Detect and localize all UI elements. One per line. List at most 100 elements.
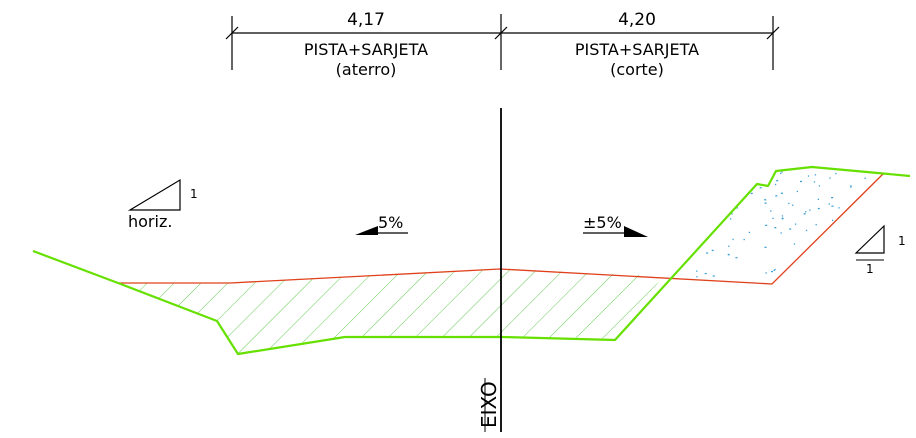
speckle-dot bbox=[705, 211, 708, 214]
scale-triangle-right: 1 1 bbox=[854, 224, 906, 276]
speckle-dot bbox=[696, 167, 699, 169]
speckle-dot bbox=[743, 238, 745, 241]
speckle-dot bbox=[772, 217, 774, 219]
speckle-dot bbox=[827, 241, 829, 243]
speckle-dot bbox=[697, 184, 699, 186]
speckle-dot bbox=[841, 274, 843, 277]
speckle-dot bbox=[765, 272, 767, 274]
slope-right-label: ±5% bbox=[583, 213, 622, 232]
speckle-dot bbox=[680, 223, 682, 225]
speckle-dot bbox=[738, 165, 739, 166]
speckle-dot bbox=[698, 201, 700, 203]
speckle-dot bbox=[774, 268, 776, 271]
speckle-dot bbox=[735, 257, 738, 259]
speckle-dot bbox=[805, 229, 808, 232]
scale-right-vertical-label: 1 bbox=[898, 234, 906, 248]
speckle-dot bbox=[792, 204, 794, 206]
speckle-dot bbox=[759, 187, 762, 189]
speckle-dot bbox=[696, 276, 698, 278]
speckle-dot bbox=[789, 228, 792, 230]
speckle-dot bbox=[809, 209, 811, 211]
speckle-dot bbox=[764, 202, 767, 204]
speckle-dot bbox=[730, 218, 732, 220]
speckle-dot bbox=[793, 243, 796, 245]
speckle-dot bbox=[796, 274, 799, 276]
speckle-dot bbox=[877, 238, 879, 240]
speckle-dot bbox=[850, 266, 852, 268]
speckle-dot bbox=[780, 232, 782, 234]
speckle-dot bbox=[817, 198, 819, 200]
speckle-dot bbox=[850, 185, 852, 187]
speckle-dot bbox=[831, 205, 834, 207]
speckle-dot bbox=[819, 249, 821, 252]
speckle-dot bbox=[764, 246, 767, 248]
speckle-dot bbox=[765, 224, 768, 226]
speckle-dot bbox=[781, 215, 784, 217]
speckle-dot bbox=[814, 174, 817, 176]
speckle-dot bbox=[712, 275, 715, 277]
speckle-dot bbox=[835, 173, 837, 175]
speckle-dot bbox=[764, 199, 767, 201]
speckle-dot bbox=[815, 269, 817, 271]
speckle-dot bbox=[714, 165, 716, 166]
speckle-dot bbox=[842, 249, 844, 252]
speckle-dot bbox=[884, 267, 886, 268]
dimension-right-value: 4,20 bbox=[618, 10, 656, 30]
speckle-dot bbox=[708, 184, 710, 187]
speckle-dot bbox=[691, 195, 693, 198]
speckle-dot bbox=[774, 227, 777, 229]
speckle-dot bbox=[780, 172, 782, 174]
slope-left-arrow bbox=[355, 226, 378, 235]
dimension-right-label-1: PISTA+SARJETA bbox=[575, 40, 699, 59]
speckle-dot bbox=[725, 211, 728, 214]
speckle-dot bbox=[706, 252, 709, 254]
speckle-dot bbox=[832, 228, 834, 230]
speckle-dot bbox=[771, 270, 773, 273]
speckle-dot bbox=[718, 215, 721, 217]
speckle-dot bbox=[815, 224, 817, 226]
speckle-dot bbox=[876, 226, 878, 228]
speckle-dot bbox=[774, 183, 777, 186]
speckle-dot bbox=[831, 197, 834, 199]
speckle-dot bbox=[800, 180, 802, 183]
speckle-dot bbox=[702, 222, 704, 224]
speckle-dot bbox=[776, 180, 779, 182]
speckle-dot bbox=[709, 182, 711, 184]
axis-label: EIXO bbox=[477, 381, 501, 428]
speckle-dot bbox=[750, 192, 753, 195]
dimension-left-value: 4,17 bbox=[347, 10, 385, 30]
terrain-line bbox=[32, 165, 911, 356]
slope-left: 5% bbox=[355, 213, 408, 235]
dimension-left-label-2: (aterro) bbox=[336, 60, 397, 79]
speckle-dot bbox=[681, 208, 683, 210]
speckle-dot bbox=[828, 235, 831, 237]
speckle-dot bbox=[685, 229, 688, 231]
speckle-dot bbox=[727, 200, 730, 202]
speckle-dot bbox=[709, 210, 711, 212]
speckle-dot bbox=[818, 185, 821, 187]
speckle-dot bbox=[788, 202, 790, 205]
speckle-dot bbox=[698, 207, 700, 209]
design-platform-line bbox=[118, 173, 884, 285]
speckle-dot bbox=[823, 256, 825, 259]
speckle-dot bbox=[680, 239, 683, 241]
speckle-dot bbox=[684, 203, 687, 206]
speckle-dot bbox=[813, 181, 816, 183]
scale-left-horizontal-label: horiz. bbox=[128, 212, 172, 231]
speckle-dot bbox=[743, 194, 745, 196]
speckle-dot bbox=[736, 207, 738, 209]
speckle-dot bbox=[796, 190, 798, 193]
speckle-dot bbox=[829, 177, 831, 179]
speckle-dot bbox=[683, 259, 685, 261]
speckle-dot bbox=[862, 206, 864, 208]
speckle-dot bbox=[878, 276, 881, 278]
speckle-dot bbox=[875, 204, 878, 206]
speckle-dot bbox=[882, 218, 883, 220]
speckle-dot bbox=[730, 171, 732, 173]
speckle-dot bbox=[690, 209, 692, 211]
slope-right-arrow bbox=[624, 226, 648, 237]
speckle-dot bbox=[803, 213, 806, 215]
speckle-dot bbox=[834, 275, 836, 278]
